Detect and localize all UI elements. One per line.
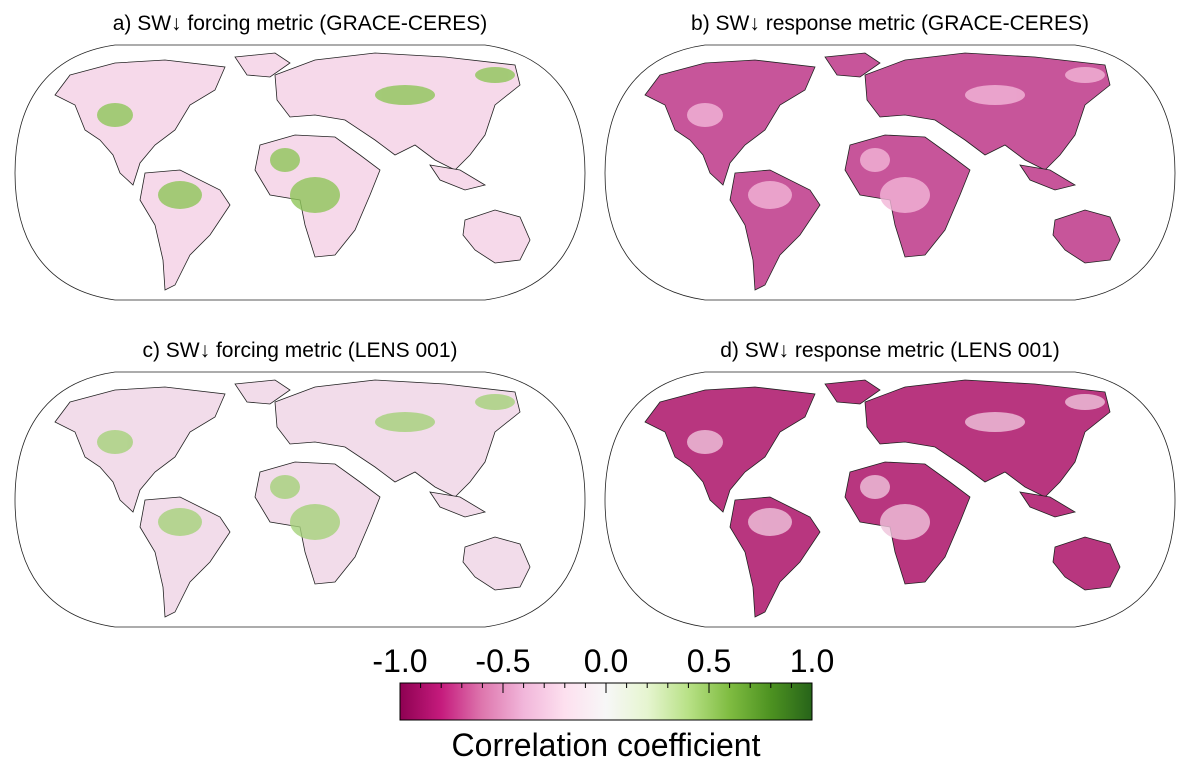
panel-title: c) SW↓ forcing metric (LENS 001): [142, 339, 457, 362]
panel-title: d) SW↓ response metric (LENS 001): [720, 339, 1060, 362]
colorbar-tick-label: 0.5: [687, 643, 731, 679]
map: [15, 372, 585, 627]
colorbar-tick-label: -1.0: [372, 643, 427, 679]
colorbar-label: Correlation coefficient: [452, 727, 761, 759]
colorbar-tick-label: -0.5: [475, 643, 530, 679]
colorbar-tick-label: 1.0: [790, 643, 834, 679]
panel-title: b) SW↓ response metric (GRACE-CERES): [691, 12, 1089, 35]
panel-title: a) SW↓ forcing metric (GRACE-CERES): [113, 12, 488, 35]
figure: a) SW↓ forcing metric (GRACE-CERES) b) SW…: [0, 0, 1194, 759]
map: [605, 45, 1175, 300]
colorbar-tick-label: 0.0: [584, 643, 628, 679]
map: [15, 45, 585, 300]
map: [605, 372, 1175, 627]
